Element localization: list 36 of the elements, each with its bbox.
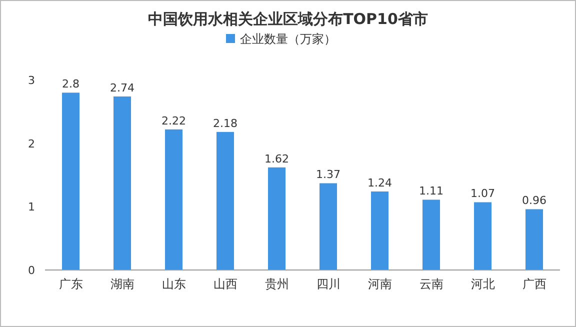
x-tick-label: 河南 <box>368 277 392 291</box>
x-tick-label: 河北 <box>470 277 495 291</box>
x-tick-label: 四川 <box>316 277 340 291</box>
bar <box>268 167 286 270</box>
legend-label: 企业数量（万家） <box>240 32 336 46</box>
x-tick-label: 广西 <box>522 277 546 291</box>
data-label: 2.18 <box>213 116 238 130</box>
x-tick-label: 广东 <box>58 277 83 291</box>
data-label: 1.37 <box>316 168 340 182</box>
data-label: 1.11 <box>419 184 444 198</box>
bar <box>474 202 492 270</box>
bar <box>319 183 338 270</box>
x-tick-label: 贵州 <box>264 277 289 291</box>
bar <box>113 96 132 270</box>
data-label: 2.8 <box>62 78 80 91</box>
bar <box>216 132 234 270</box>
bar <box>370 191 389 270</box>
data-label: 1.07 <box>470 187 495 200</box>
bar <box>62 92 80 270</box>
x-tick-label: 云南 <box>419 277 444 291</box>
data-label: 1.24 <box>368 176 392 190</box>
y-tick-label: 1 <box>28 200 35 214</box>
data-label: 2.22 <box>162 114 186 128</box>
bar <box>525 209 544 270</box>
bar <box>164 129 183 270</box>
chart-title: 中国饮用水相关企业区域分布TOP10省市 <box>148 10 428 28</box>
data-label: 1.62 <box>264 152 289 166</box>
x-tick-label: 山东 <box>162 277 186 291</box>
y-tick-label: 0 <box>28 264 35 277</box>
x-tick-label: 湖南 <box>110 277 134 291</box>
bar <box>422 200 440 270</box>
data-label: 2.74 <box>110 81 134 94</box>
x-tick-label: 山西 <box>213 277 238 291</box>
data-label: 0.96 <box>522 194 546 208</box>
y-tick-label: 2 <box>28 137 35 150</box>
y-tick-label: 3 <box>28 74 35 87</box>
